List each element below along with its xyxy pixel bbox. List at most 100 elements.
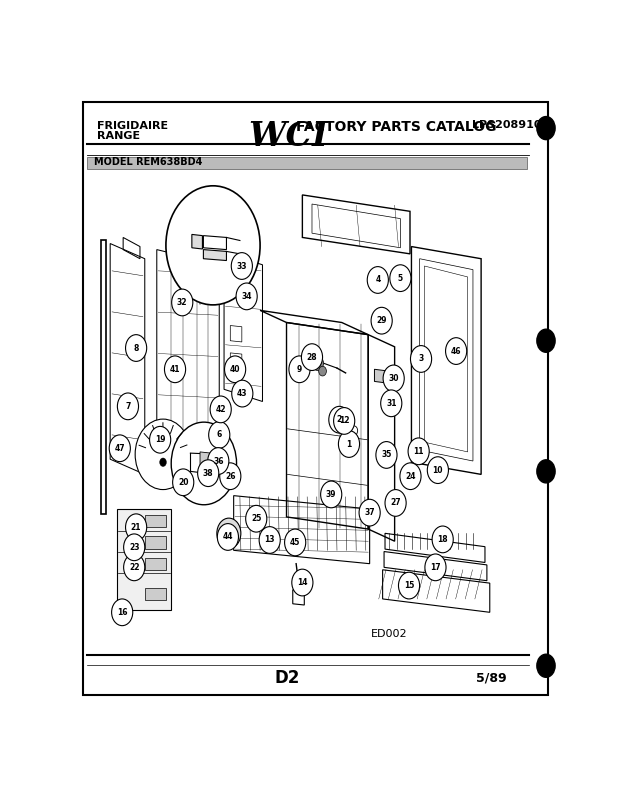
Circle shape [236,283,257,310]
Text: 25: 25 [251,514,262,523]
Text: 12: 12 [339,417,350,425]
Polygon shape [145,515,166,527]
Circle shape [135,419,191,489]
FancyBboxPatch shape [87,157,527,169]
Text: 5: 5 [398,274,403,282]
Circle shape [446,338,467,365]
Circle shape [334,408,355,434]
Text: 13: 13 [265,536,275,544]
Text: 16: 16 [117,608,128,617]
Text: 1: 1 [347,439,352,448]
Polygon shape [117,509,171,610]
Polygon shape [145,588,166,600]
Circle shape [210,396,231,423]
Text: 34: 34 [241,292,252,301]
Circle shape [259,526,280,553]
Circle shape [208,447,229,474]
Circle shape [209,421,230,448]
Text: 3: 3 [418,354,423,364]
Text: 19: 19 [155,436,166,444]
Circle shape [285,529,306,555]
Circle shape [348,433,355,443]
Circle shape [367,267,388,294]
Text: 44: 44 [223,533,233,541]
Circle shape [537,329,555,352]
Text: 38: 38 [203,469,213,477]
Polygon shape [203,249,226,260]
Text: 39: 39 [326,490,337,499]
Text: 21: 21 [131,523,141,532]
Text: 2: 2 [337,415,342,424]
Circle shape [381,390,402,417]
Text: 15: 15 [404,581,414,590]
Circle shape [149,426,170,453]
Text: 46: 46 [451,346,461,356]
Circle shape [198,460,219,487]
Circle shape [376,442,397,469]
Text: LPS2089100: LPS2089100 [471,120,549,130]
Text: 45: 45 [290,538,300,547]
Circle shape [390,265,411,291]
Circle shape [427,457,448,484]
Circle shape [321,481,342,508]
Text: 4: 4 [375,275,381,285]
Text: 40: 40 [230,365,241,374]
Text: 41: 41 [170,365,180,374]
Circle shape [246,506,267,532]
Circle shape [537,460,555,483]
Circle shape [232,380,253,407]
Text: RANGE: RANGE [97,131,140,141]
Text: 8: 8 [133,343,139,353]
Circle shape [425,554,446,581]
Text: 42: 42 [215,405,226,414]
Text: 24: 24 [405,472,416,481]
Text: 9: 9 [297,365,302,374]
Circle shape [350,426,358,436]
Circle shape [289,356,310,383]
Circle shape [231,252,252,279]
Circle shape [160,458,166,466]
Text: 22: 22 [129,563,140,572]
Text: 35: 35 [381,451,392,459]
Text: 29: 29 [376,316,387,325]
Circle shape [164,356,185,383]
Circle shape [172,289,193,316]
Text: 5/89: 5/89 [476,671,507,684]
Polygon shape [200,452,211,475]
Text: MODEL REM638BD4: MODEL REM638BD4 [94,157,203,167]
Circle shape [292,569,313,596]
Circle shape [359,499,380,526]
Circle shape [112,599,133,626]
Circle shape [171,422,237,505]
Circle shape [301,344,322,371]
Circle shape [371,308,392,334]
Text: 36: 36 [213,457,224,466]
Text: 26: 26 [225,472,236,481]
Circle shape [117,393,138,420]
Polygon shape [374,369,389,383]
Circle shape [166,185,260,305]
Text: 17: 17 [430,563,441,572]
Text: FRIGIDAIRE: FRIGIDAIRE [97,121,168,131]
Circle shape [385,489,406,516]
Circle shape [312,356,324,371]
Circle shape [218,524,239,551]
Text: 43: 43 [237,389,247,398]
Circle shape [123,534,145,561]
Text: 20: 20 [178,478,188,487]
Circle shape [172,469,194,495]
Text: 6: 6 [216,430,222,439]
Text: 10: 10 [433,466,443,475]
Circle shape [537,117,555,140]
Circle shape [381,445,389,455]
Text: 33: 33 [237,261,247,271]
Text: 27: 27 [390,499,401,507]
Circle shape [408,438,429,465]
Polygon shape [145,537,166,548]
Polygon shape [192,234,202,249]
Text: D2: D2 [275,669,300,687]
Circle shape [418,442,427,452]
Text: 7: 7 [125,402,131,411]
Circle shape [224,356,246,383]
Text: 32: 32 [177,298,187,307]
